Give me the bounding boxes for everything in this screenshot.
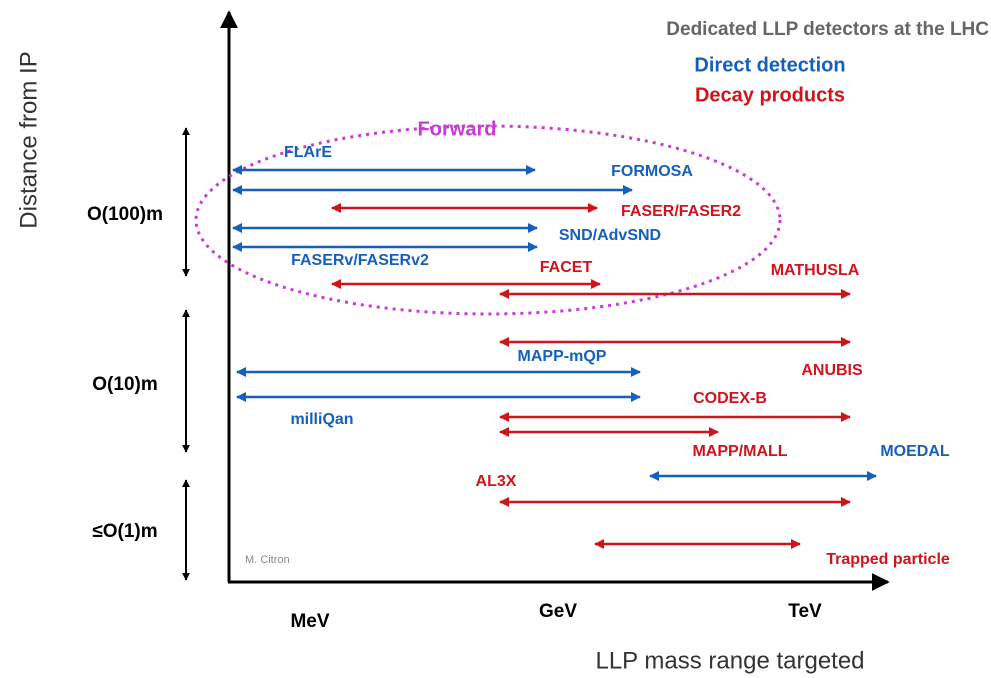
legend-direct: Direct detection	[694, 54, 845, 76]
legend-decay: Decay products	[695, 84, 845, 106]
x-tick-label: GeV	[539, 601, 577, 622]
detector-label: FASERv/FASERv2	[291, 252, 429, 269]
region-label: Forward	[418, 118, 497, 140]
detector-label: AL3X	[476, 473, 517, 490]
detector-label: MAPP/MALL	[692, 443, 787, 460]
detector-label: FACET	[540, 259, 593, 276]
detector-label: FORMOSA	[611, 163, 693, 180]
x-axis-label: LLP mass range targeted	[595, 647, 864, 674]
x-tick-label: MeV	[290, 611, 329, 632]
y-tick-label: O(100)m	[87, 204, 163, 225]
detector-label: ANUBIS	[801, 362, 863, 379]
detector-label: FLArE	[284, 144, 332, 161]
detector-label: FASER/FASER2	[621, 203, 741, 220]
detector-label: MOEDAL	[880, 443, 950, 460]
detector-label: CODEX-B	[693, 390, 767, 407]
y-tick-label: ≤O(1)m	[92, 521, 157, 542]
y-tick-label: O(10)m	[92, 374, 157, 395]
detector-label: milliQan	[290, 411, 353, 428]
detector-label: MATHUSLA	[771, 262, 860, 279]
detector-label: MAPP-mQP	[518, 348, 607, 365]
detector-label: SND/AdvSND	[559, 227, 661, 244]
detector-label: Trapped particle	[826, 551, 950, 568]
forward-region	[194, 124, 782, 316]
title: Dedicated LLP detectors at the LHC	[666, 19, 989, 40]
credit: M. Citron	[245, 554, 290, 566]
y-axis-label: Distance from IP	[15, 51, 42, 228]
x-tick-label: TeV	[788, 601, 822, 622]
